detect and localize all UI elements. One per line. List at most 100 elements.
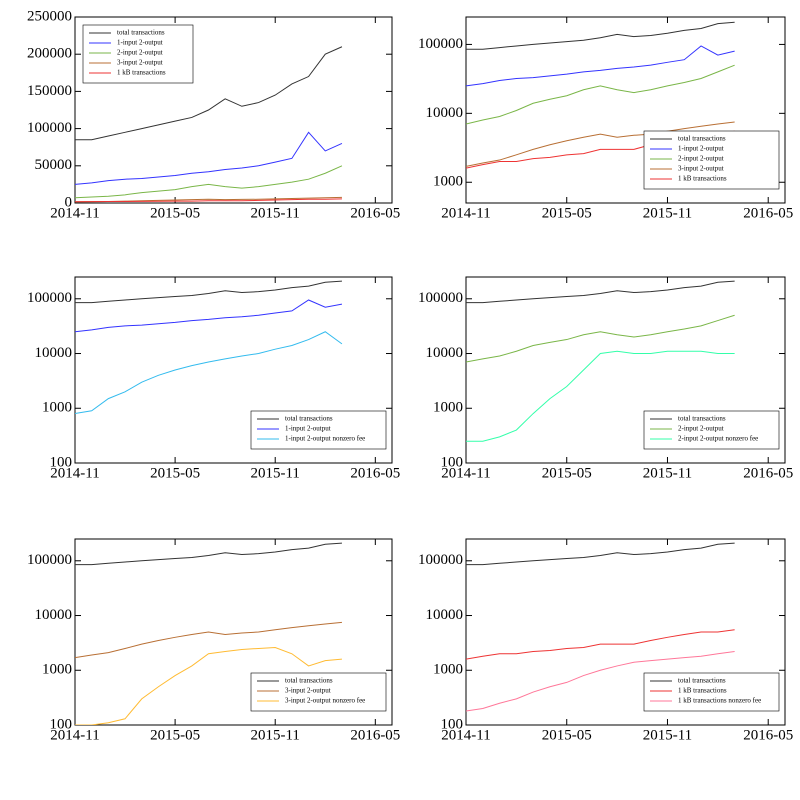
y-tick-label: 100 [50, 716, 73, 732]
plot-frame [465, 538, 786, 726]
series-line [466, 64, 735, 125]
legend-label: 3-input 2-output nonzero fee [285, 697, 365, 705]
x-tick-label: 2015-05 [542, 205, 592, 221]
series-line [466, 542, 735, 566]
y-tick-label: 1000 [433, 662, 463, 678]
series-line [75, 331, 343, 415]
x-tick-label: 2015-05 [542, 727, 592, 743]
y-tick-label: 100000 [418, 36, 463, 52]
legend-label: 1 kB transactions nonzero fee [678, 697, 761, 705]
legend-label: 2-input 2-output [678, 155, 724, 163]
y-tick-label: 0 [65, 194, 73, 210]
y-tick-label: 1000 [42, 662, 72, 678]
legend-label: 1 kB transactions [117, 69, 166, 77]
y-tick-label: 1000 [433, 400, 463, 416]
plot-frame [74, 276, 393, 464]
y-tick-label: 10000 [426, 607, 464, 623]
series-line [75, 647, 342, 725]
y-tick-label: 100000 [418, 552, 463, 568]
y-tick-label: 10000 [426, 345, 464, 361]
legend-label: 1-input 2-output nonzero fee [285, 435, 365, 443]
series-line [466, 121, 735, 167]
x-tick-label: 2015-11 [643, 465, 692, 481]
plot-frame [465, 16, 786, 204]
legend-label: 2-input 2-output nonzero fee [678, 435, 758, 443]
x-tick-label: 2016-05 [350, 727, 400, 743]
x-tick-label: 2015-05 [542, 465, 592, 481]
series-line [75, 198, 342, 203]
legend-label: 1 kB transactions [678, 175, 727, 183]
series-line [466, 350, 735, 442]
legend-label: 2-input 2-output [117, 49, 163, 57]
series-line [466, 280, 735, 304]
x-tick-label: 2014-11 [50, 727, 99, 743]
legend-label: total transactions [678, 677, 726, 685]
series-line [75, 280, 342, 304]
y-tick-label: 250000 [27, 8, 72, 24]
legend-label: 1-input 2-output [678, 145, 724, 153]
legend-box [643, 410, 780, 450]
series-line [466, 314, 735, 363]
series-line [75, 131, 343, 185]
legend-label: total transactions [117, 29, 165, 37]
y-tick-label: 100 [441, 716, 464, 732]
legend-label: total transactions [678, 415, 726, 423]
x-tick-label: 2014-11 [441, 727, 490, 743]
series-line [75, 46, 343, 141]
y-tick-label: 50000 [35, 157, 73, 173]
legend-label: 3-input 2-output [117, 59, 163, 67]
x-tick-label: 2014-11 [50, 205, 99, 221]
legend-label: 1-input 2-output [285, 425, 331, 433]
series-line [75, 165, 343, 199]
series-line [75, 299, 343, 333]
x-tick-label: 2015-11 [643, 727, 692, 743]
x-tick-label: 2015-05 [150, 465, 200, 481]
y-tick-label: 10000 [35, 345, 73, 361]
y-tick-label: 1000 [42, 400, 72, 416]
x-tick-label: 2016-05 [743, 465, 793, 481]
legend-label: 3-input 2-output [678, 165, 724, 173]
y-tick-label: 100000 [27, 120, 72, 136]
y-tick-label: 200000 [27, 46, 72, 62]
series-line [466, 629, 735, 660]
x-tick-label: 2015-05 [150, 205, 200, 221]
x-tick-label: 2016-05 [350, 465, 400, 481]
legend-label: 1-input 2-output [117, 39, 163, 47]
x-tick-label: 2015-11 [250, 727, 299, 743]
x-tick-label: 2015-05 [150, 727, 200, 743]
y-tick-label: 100000 [27, 552, 72, 568]
y-tick-label: 100 [441, 454, 464, 470]
plot-frame [74, 16, 393, 204]
legend-box [643, 672, 780, 712]
y-tick-label: 100000 [418, 290, 463, 306]
legend-label: 3-input 2-output [285, 687, 331, 695]
x-tick-label: 2016-05 [743, 205, 793, 221]
legend-box [250, 672, 387, 712]
x-tick-label: 2015-11 [250, 205, 299, 221]
legend-label: total transactions [678, 135, 726, 143]
x-tick-label: 2016-05 [743, 727, 793, 743]
y-tick-label: 150000 [27, 83, 72, 99]
y-tick-label: 100000 [27, 290, 72, 306]
legend-label: total transactions [285, 677, 333, 685]
x-tick-label: 2014-11 [441, 205, 490, 221]
y-tick-label: 10000 [35, 607, 73, 623]
legend-label: 2-input 2-output [678, 425, 724, 433]
series-line [466, 21, 735, 50]
x-tick-label: 2015-11 [643, 205, 692, 221]
x-tick-label: 2015-11 [250, 465, 299, 481]
x-tick-label: 2014-11 [50, 465, 99, 481]
x-tick-label: 2014-11 [441, 465, 490, 481]
series-line [75, 621, 342, 659]
legend-label: 1 kB transactions [678, 687, 727, 695]
plot-frame [74, 538, 393, 726]
plot-frame [465, 276, 786, 464]
series-line [466, 45, 735, 87]
y-tick-label: 10000 [426, 105, 464, 121]
legend-label: total transactions [285, 415, 333, 423]
y-tick-label: 1000 [433, 174, 463, 190]
legend-box [250, 410, 387, 450]
series-line [75, 542, 342, 566]
series-line [466, 651, 735, 712]
